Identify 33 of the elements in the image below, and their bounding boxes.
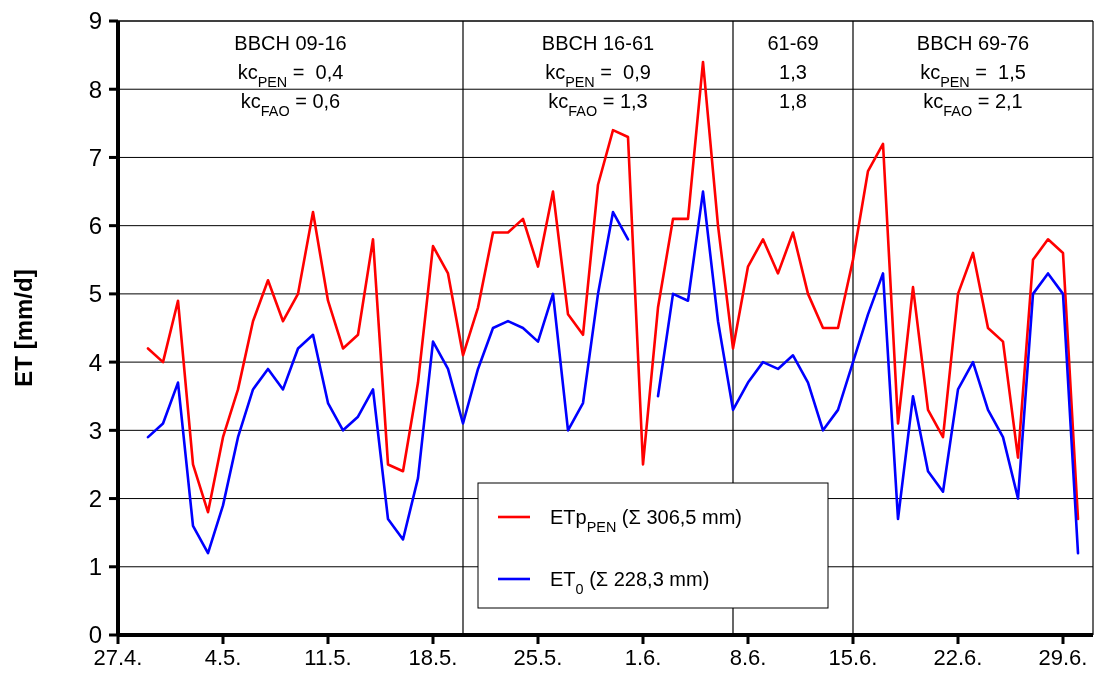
y-tick-label: 8 <box>88 75 102 103</box>
y-tick-label: 1 <box>88 553 102 581</box>
y-tick-label: 6 <box>88 212 102 240</box>
legend-label: ET$_{0}$ (Σ 228,3 mm) <box>550 568 710 597</box>
annotation: kc$_{FAO}$ = 0,6 <box>240 90 341 119</box>
x-tick-label: 29.6. <box>1038 645 1088 670</box>
annotation: BBCH 09-16 <box>234 32 347 54</box>
x-tick-label: 8.6. <box>729 645 767 670</box>
x-tick-label: 18.5. <box>408 645 458 670</box>
annotation: BBCH 69-76 <box>916 32 1030 54</box>
x-tick-label: 25.5. <box>513 645 563 670</box>
annotation: BBCH 16-61 <box>541 32 655 54</box>
y-tick-label: 9 <box>88 7 102 35</box>
y-tick-label: 7 <box>88 143 102 171</box>
annotation: kc$_{FAO}$ = 2,1 <box>923 90 1023 119</box>
annotation: kc$_{PEN}$ = 1,5 <box>920 61 1026 90</box>
y-axis-title: ET [mm/d] <box>10 269 37 387</box>
annotation: 1,3 <box>779 61 807 83</box>
y-tick-label: 4 <box>88 348 102 376</box>
x-tick-label: 22.6. <box>933 645 983 670</box>
x-tick-label: 11.5. <box>304 645 352 670</box>
legend-label: ETp$_{PEN}$ (Σ 306,5 mm) <box>550 506 743 535</box>
annotation: 1,8 <box>779 90 807 112</box>
annotation: kc$_{PEN}$ = 0,9 <box>545 61 651 90</box>
x-tick-label: 1.6. <box>624 645 662 670</box>
x-tick-label: 4.5. <box>204 645 242 670</box>
x-tick-label: 15.6. <box>828 645 878 670</box>
annotation: kc$_{FAO}$ = 1,3 <box>548 90 648 119</box>
y-tick-label: 3 <box>88 416 102 444</box>
annotation: 61-69 <box>767 32 819 54</box>
annotation: kc$_{PEN}$ = 0,4 <box>237 61 344 90</box>
y-tick-label: 2 <box>88 484 102 512</box>
y-tick-label: 5 <box>88 280 102 308</box>
